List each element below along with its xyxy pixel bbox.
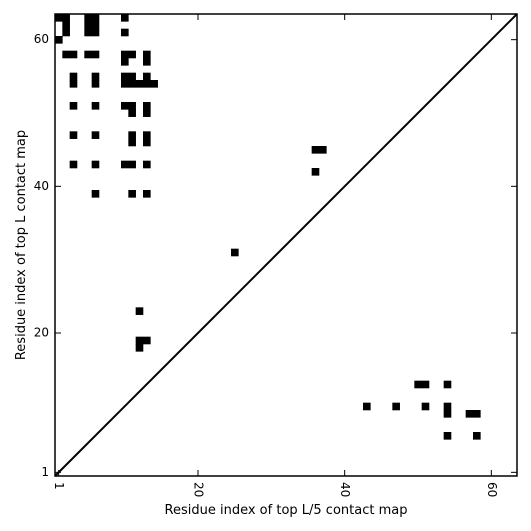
contact-cell xyxy=(121,28,129,37)
contact-cell xyxy=(143,50,151,59)
contact-cell xyxy=(69,160,78,169)
contact-cell xyxy=(392,402,400,411)
contact-cell xyxy=(84,21,92,29)
contact-cell xyxy=(443,432,452,440)
x-tick-label: 20 xyxy=(192,482,206,497)
contact-cell xyxy=(91,80,100,88)
contact-cell xyxy=(69,72,78,81)
contact-cell xyxy=(443,380,452,389)
contact-cell xyxy=(143,336,151,345)
contact-cell xyxy=(128,138,136,147)
contact-cell xyxy=(473,432,481,440)
contact-cell xyxy=(62,28,70,37)
contact-cell xyxy=(319,146,327,154)
ticks-layer xyxy=(55,14,517,476)
contact-cell xyxy=(143,80,151,88)
contact-cell xyxy=(121,50,129,59)
plot-frame xyxy=(54,13,518,477)
diagonal-line xyxy=(54,13,518,477)
contact-cell xyxy=(91,21,100,29)
contact-cell xyxy=(363,402,371,411)
x-tick-label: 1 xyxy=(52,482,66,490)
contact-cell xyxy=(143,102,151,110)
contact-cell xyxy=(62,14,70,22)
contact-cell xyxy=(128,80,136,88)
y-tick-label: 60 xyxy=(34,32,49,46)
contact-cell xyxy=(69,50,78,59)
contact-cell xyxy=(128,72,136,81)
contact-cell xyxy=(91,102,100,110)
contact-cell xyxy=(135,336,144,345)
contact-cell xyxy=(69,80,78,88)
contact-cell xyxy=(121,102,129,110)
contact-cell xyxy=(84,50,92,59)
y-axis-label: Residue index of top L contact map xyxy=(14,130,29,360)
tick-labels-layer: 1 20 40 60 1 20 40 60 xyxy=(34,32,499,497)
contact-cell xyxy=(128,131,136,139)
contact-cell xyxy=(128,102,136,110)
contact-cell xyxy=(91,50,100,59)
contact-cell xyxy=(121,58,129,66)
contact-cell xyxy=(143,138,151,147)
x-axis-label: Residue index of top L/5 contact map xyxy=(165,503,408,518)
contact-cell xyxy=(91,190,100,198)
contact-cell xyxy=(128,160,136,169)
contact-cell xyxy=(121,14,129,22)
contact-cell xyxy=(135,80,144,88)
contact-cell xyxy=(143,160,151,169)
contact-cell xyxy=(91,160,100,169)
contact-cell xyxy=(84,14,92,22)
contact-cell xyxy=(443,410,452,418)
y-tick-label: 40 xyxy=(34,179,49,193)
contact-cell xyxy=(128,190,136,198)
y-tick-label: 1 xyxy=(41,465,49,479)
contact-cell xyxy=(128,50,136,59)
contact-cell xyxy=(414,380,422,389)
contact-cell xyxy=(143,58,151,66)
contact-cell xyxy=(121,80,129,88)
contact-cell xyxy=(150,80,158,88)
contact-cell xyxy=(143,190,151,198)
contact-cell xyxy=(143,109,151,117)
contact-cell xyxy=(91,14,100,22)
contact-cell xyxy=(121,160,129,169)
contact-cell xyxy=(143,131,151,139)
contact-cell xyxy=(69,131,78,139)
contact-cell xyxy=(421,380,430,389)
contact-cell xyxy=(473,410,481,418)
contact-cell xyxy=(421,402,430,411)
contact-cell xyxy=(62,50,70,59)
contact-cell xyxy=(135,344,144,352)
y-tick-label: 20 xyxy=(34,326,49,340)
contact-cell xyxy=(231,248,239,257)
x-tick-label: 60 xyxy=(485,482,499,497)
contact-cell xyxy=(84,28,92,37)
contact-cell xyxy=(143,72,151,81)
contact-cell xyxy=(91,131,100,139)
contact-cell xyxy=(62,21,70,29)
contact-cell xyxy=(128,109,136,117)
contact-cell xyxy=(465,410,474,418)
contact-cell xyxy=(91,72,100,81)
contact-cell xyxy=(311,146,320,154)
x-tick-label: 40 xyxy=(338,482,352,497)
contact-cell xyxy=(311,168,320,176)
cells-layer xyxy=(55,14,481,440)
contact-cell xyxy=(69,102,78,110)
contact-cell xyxy=(135,307,144,315)
contact-cell xyxy=(121,72,129,81)
contact-cell xyxy=(443,402,452,411)
contact-cell xyxy=(91,28,100,37)
